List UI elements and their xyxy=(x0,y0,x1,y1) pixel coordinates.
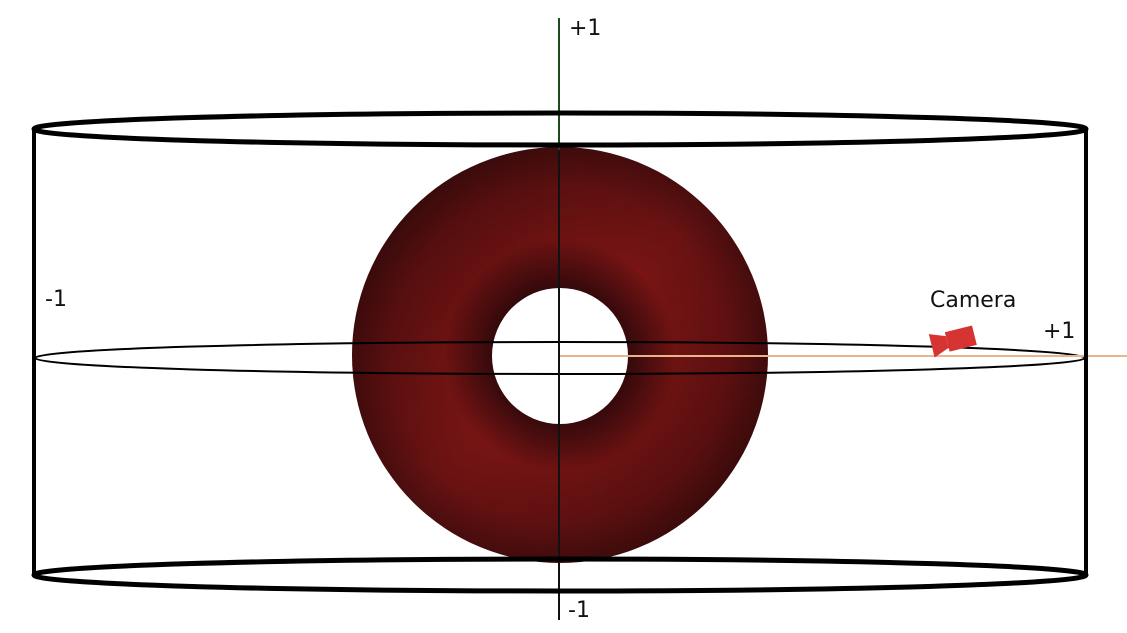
camera-label: Camera xyxy=(930,288,1016,313)
bounding-cylinder xyxy=(31,110,1089,594)
x-axis-left-label: -1 xyxy=(45,287,67,312)
y-axis-top-label: +1 xyxy=(569,16,601,41)
x-axis-right-label: +1 xyxy=(1043,319,1075,344)
video-camera-icon xyxy=(928,325,977,358)
y-axis-bottom-label: -1 xyxy=(568,598,590,623)
